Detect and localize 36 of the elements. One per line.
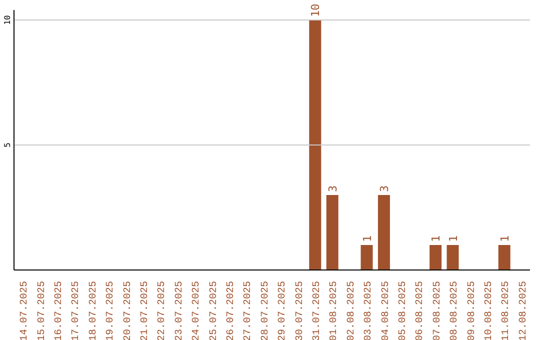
bar <box>446 245 459 270</box>
data-label: 3 <box>378 185 391 192</box>
x-tick-label: 31.07.2025 <box>312 281 323 340</box>
bar <box>498 245 510 270</box>
bar <box>360 245 373 270</box>
x-tick-label: 30.07.2025 <box>294 281 306 340</box>
x-tick-label: 16.07.2025 <box>54 281 65 340</box>
data-label: 10 <box>309 4 322 17</box>
data-label: 1 <box>446 235 460 242</box>
bar <box>309 20 322 270</box>
x-tick-label: 11.08.2025 <box>501 281 512 340</box>
x-tick-label: 23.07.2025 <box>174 281 186 340</box>
x-tick-label: 24.07.2025 <box>192 281 203 340</box>
x-tick-label: 25.07.2025 <box>208 281 220 340</box>
bar <box>430 245 442 270</box>
x-tick-label: 17.07.2025 <box>71 281 82 340</box>
bar <box>378 195 390 270</box>
data-label: 3 <box>326 185 340 192</box>
x-tick-label: 27.07.2025 <box>243 281 254 340</box>
data-label: 1 <box>360 235 374 242</box>
data-label: 1 <box>498 235 512 242</box>
x-tick-label: 19.07.2025 <box>106 281 117 340</box>
x-tick-label: 20.07.2025 <box>122 281 134 340</box>
x-tick-label: 15.07.2025 <box>36 281 48 340</box>
bar <box>326 195 338 270</box>
x-tick-label: 12.08.2025 <box>518 281 530 340</box>
x-tick-label: 22.07.2025 <box>157 281 168 340</box>
x-tick-label: 21.07.2025 <box>140 281 151 340</box>
y-tick-label: 5 <box>3 142 12 148</box>
x-tick-label: 18.07.2025 <box>88 281 100 340</box>
x-tick-label: 26.07.2025 <box>226 281 237 340</box>
x-tick-label: 10.08.2025 <box>484 281 495 340</box>
x-tick-label: 29.07.2025 <box>278 281 289 340</box>
x-tick-label: 14.07.2025 <box>20 281 31 340</box>
x-tick-label: 28.07.2025 <box>260 281 272 340</box>
data-label: 1 <box>430 235 443 242</box>
